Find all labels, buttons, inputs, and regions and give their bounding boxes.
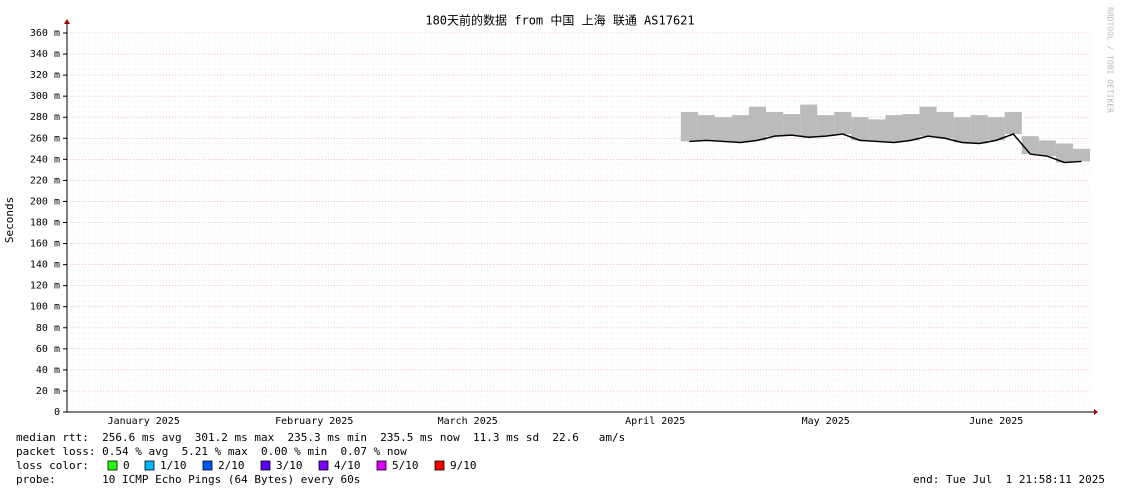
y-tick-label: 100 m: [30, 302, 60, 313]
smoke: [697, 115, 715, 141]
smoke: [1021, 136, 1039, 155]
smoke: [868, 119, 886, 142]
loss-label: 4/10: [334, 459, 361, 472]
median-rtt: median rtt: 256.6 ms avg 301.2 ms max 23…: [16, 431, 625, 444]
smoke: [1055, 143, 1073, 163]
watermark: RRDTOOL / TOBI OETIKER: [1106, 7, 1115, 113]
loss-label: 3/10: [276, 459, 303, 472]
smoke: [731, 115, 749, 143]
x-arrow: [1094, 409, 1098, 415]
y-axis-label: Seconds: [3, 197, 16, 243]
plot: [67, 32, 1090, 413]
y-tick-label: 140 m: [30, 260, 60, 271]
y-tick-label: 120 m: [30, 281, 60, 292]
smoke: [800, 104, 818, 138]
smoke: [783, 114, 801, 136]
y-tick-label: 220 m: [30, 175, 60, 186]
smoke: [902, 114, 920, 141]
loss-label: 0: [123, 459, 130, 472]
x-tick-label: April 2025: [625, 416, 685, 427]
loss-label: 1/10: [160, 459, 187, 472]
smoke: [1004, 111, 1022, 135]
smoke: [953, 117, 971, 143]
y-arrow: [64, 19, 70, 24]
loss-swatch: [144, 460, 155, 471]
smoke: [834, 111, 852, 135]
smoke: [936, 111, 954, 139]
x-tick-label: February 2025: [275, 416, 353, 427]
x-tick-label: January 2025: [108, 416, 180, 427]
smoke: [680, 111, 698, 142]
x-tick-label: June 2025: [969, 416, 1023, 427]
y-tick-label: 0: [54, 407, 60, 418]
smoke: [970, 115, 988, 144]
y-tick-label: 20 m: [36, 386, 60, 397]
smoke: [851, 117, 869, 141]
probe: probe: 10 ICMP Echo Pings (64 Bytes) eve…: [16, 473, 360, 486]
x-tick-label: March 2025: [438, 416, 498, 427]
y-tick-label: 40 m: [36, 365, 60, 376]
smoke: [885, 115, 903, 143]
y-tick-label: 340 m: [30, 49, 60, 60]
y-tick-label: 360 m: [30, 28, 60, 39]
smoke: [987, 117, 1005, 141]
median-line: [689, 133, 1082, 164]
loss-swatch: [107, 460, 118, 471]
loss-label: 2/10: [218, 459, 245, 472]
loss-label: 9/10: [450, 459, 477, 472]
y-tick-label: 260 m: [30, 133, 60, 144]
loss-swatch: [202, 460, 213, 471]
loss-swatch: [434, 460, 445, 471]
smoke: [817, 115, 835, 137]
loss-swatch: [318, 460, 329, 471]
smoke: [766, 111, 784, 137]
y-tick-label: 160 m: [30, 239, 60, 250]
smoke: [749, 106, 767, 141]
packet-loss: packet loss: 0.54 % avg 5.21 % max 0.00 …: [16, 445, 407, 458]
loss-swatch: [376, 460, 387, 471]
plot-background: [67, 28, 1090, 412]
end-time: end: Tue Jul 1 21:58:11 2025: [913, 473, 1105, 486]
y-tick-label: 300 m: [30, 91, 60, 102]
x-tick-label: May 2025: [802, 416, 850, 427]
smoke: [714, 117, 732, 142]
y-tick-label: 320 m: [30, 70, 60, 81]
y-tick-label: 60 m: [36, 344, 60, 355]
y-tick-label: 280 m: [30, 112, 60, 123]
loss-label: 5/10: [392, 459, 419, 472]
loss-color-label: loss color:: [16, 459, 89, 472]
smoke: [1038, 140, 1056, 157]
y-tick-label: 200 m: [30, 196, 60, 207]
loss-swatch: [260, 460, 271, 471]
smoke: [1072, 148, 1090, 162]
y-tick-label: 80 m: [36, 323, 60, 334]
y-tick-label: 240 m: [30, 154, 60, 165]
chart-title: 180天前的数据 from 中国 上海 联通 AS17621: [425, 13, 694, 28]
y-tick-label: 180 m: [30, 218, 60, 229]
smoke: [919, 106, 937, 137]
